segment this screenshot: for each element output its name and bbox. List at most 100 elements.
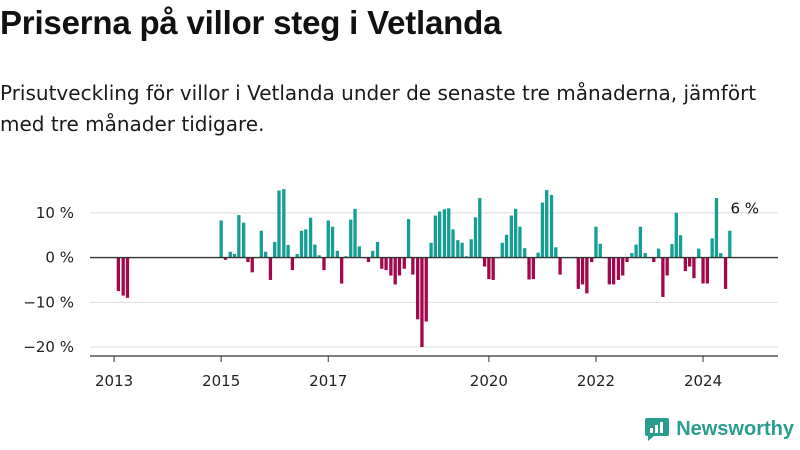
bar [643,253,647,258]
bar [250,257,254,273]
bar [232,254,237,258]
bar [246,257,250,263]
bar [527,257,531,280]
bar [701,257,705,284]
bar [558,257,562,275]
x-tick-label: 2024 [684,372,722,390]
bar [482,257,487,267]
bar [290,257,295,271]
bar [223,257,228,260]
bar [282,189,286,258]
bar [330,226,335,258]
bar [491,257,495,280]
latest-value-label: 6 % [730,200,759,218]
bar [616,257,621,280]
y-tick-label: −20 % [23,338,74,356]
bar [116,257,121,292]
bar [688,257,692,267]
bar [437,211,442,258]
bar [710,238,714,258]
bar [447,208,451,258]
bar [456,240,460,258]
bar [469,239,473,258]
y-tick-label: −10 % [23,293,74,311]
bar [237,215,241,258]
bar [464,256,469,258]
bar [536,252,540,258]
bar [705,257,709,284]
bar [576,257,580,289]
bar [580,257,585,285]
bar [277,190,281,258]
bar [339,257,344,284]
bar [598,243,602,258]
bar [611,257,616,285]
bar [500,242,504,258]
bar [353,208,357,258]
bar [344,256,348,258]
bar [442,209,447,258]
bar [630,253,634,258]
bar [393,257,397,285]
bar [621,257,625,276]
bar [513,208,518,258]
bar [683,257,688,271]
bar [728,230,732,258]
bar [433,215,437,258]
bar [219,220,223,258]
bar [242,222,246,258]
bar [656,248,661,258]
bar [380,257,384,269]
bar [228,251,232,258]
bar [429,242,433,258]
bar [259,230,263,258]
bar [366,257,371,263]
bar [594,226,598,258]
bar [349,219,353,258]
bar [634,244,638,258]
bar [286,245,290,258]
bar [638,226,643,258]
bar [308,217,313,258]
bar [487,257,491,280]
bar [406,219,411,258]
bar [295,254,299,258]
bar [326,220,330,258]
bar [590,257,594,263]
bar [540,202,545,258]
bar [697,248,701,258]
bar [625,257,629,263]
bar [371,250,375,258]
bar [509,215,514,258]
bar [317,255,321,258]
bar [692,257,696,279]
bar [504,234,509,258]
bar [375,241,380,258]
page-title: Priserna på villor steg i Vetlanda [0,4,502,41]
bar [523,248,527,258]
bar [518,226,522,258]
bar [607,257,611,285]
bar [402,257,406,269]
y-tick-label: 0 % [45,249,74,267]
bar [665,257,669,276]
bar [335,250,340,258]
bar [473,217,478,258]
bar [384,257,388,271]
bar [268,257,273,280]
bar [299,230,304,258]
bar [304,229,308,258]
brand-name: Newsworthy [676,417,794,440]
newsworthy-logo-icon [645,418,670,441]
grid-lines [90,212,778,348]
bar [661,257,665,297]
bar [460,242,464,258]
x-tick-label: 2013 [95,372,133,390]
bar [273,241,277,258]
bar [357,246,361,258]
bar [313,244,317,258]
bar [652,257,656,263]
bar [674,212,678,258]
bar [121,257,125,296]
